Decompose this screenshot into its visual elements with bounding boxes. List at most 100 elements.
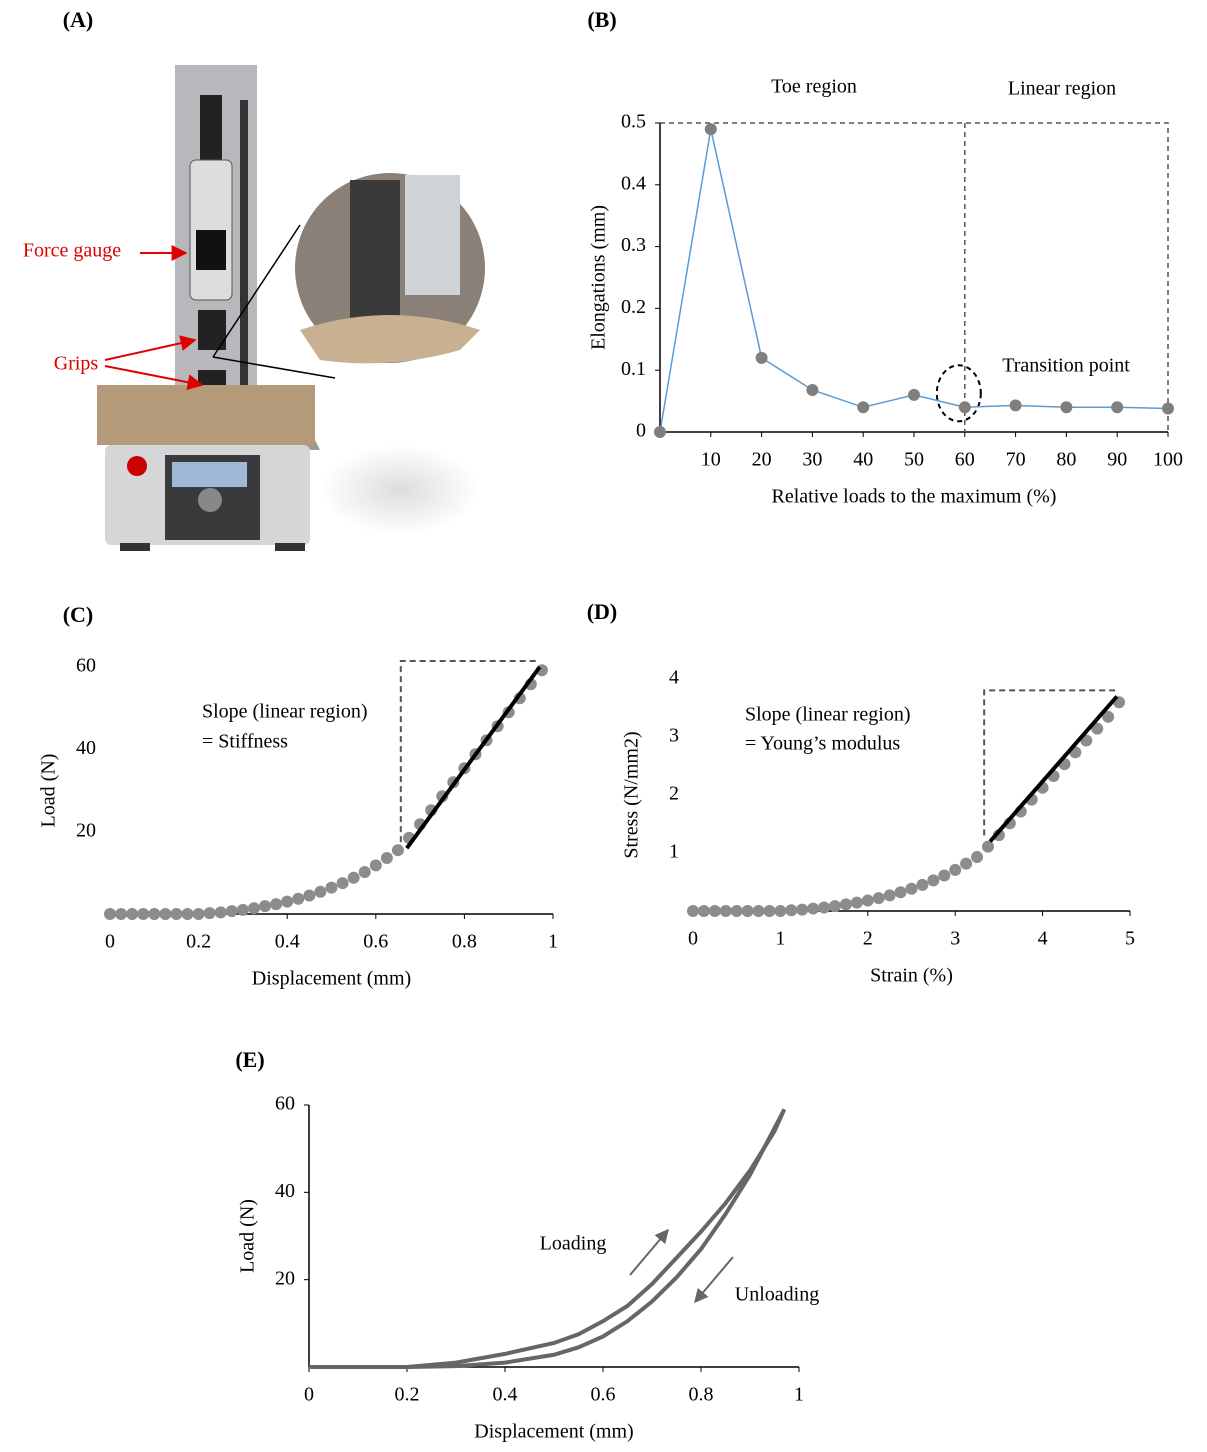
data-point [730, 905, 743, 917]
slope-triangle [399, 660, 540, 843]
x-tick-label: 10 [701, 449, 721, 471]
fit-line [988, 695, 1119, 843]
annotation: Transition point [1002, 355, 1130, 377]
x-tick-label: 0 [304, 1384, 314, 1406]
panel-label: (E) [235, 1047, 264, 1072]
x-tick-label: 2 [863, 928, 873, 950]
annotation: Slope (linear region) [745, 704, 911, 726]
x-tick-label: 60 [955, 449, 975, 471]
annotation: Toe region [771, 76, 857, 98]
y-tick-label: 4 [669, 667, 679, 689]
transition-circle [935, 364, 982, 423]
data-point [719, 905, 732, 917]
y-axis-title: Stress (N/mm2) [621, 731, 643, 858]
data-point [336, 877, 349, 890]
x-tick-label: 1 [794, 1384, 804, 1406]
x-tick-label: 0.2 [186, 931, 211, 953]
data-point [325, 881, 338, 894]
data-line [309, 1108, 787, 1369]
data-point [960, 857, 973, 870]
data-point [192, 908, 205, 920]
x-tick-label: 3 [950, 928, 960, 950]
y-axis-title: Elongations (mm) [588, 205, 610, 350]
x-tick-label: 50 [904, 449, 924, 471]
y-tick-label: 0.5 [621, 111, 646, 133]
data-point [785, 904, 798, 917]
panel-label: (C) [63, 602, 94, 627]
data-point [807, 902, 820, 915]
data-point [391, 844, 404, 857]
data-point [752, 905, 765, 917]
data-point [369, 859, 382, 872]
data-point [270, 898, 283, 911]
data-point [1091, 722, 1104, 735]
x-tick-label: 30 [802, 449, 822, 471]
data-point [704, 123, 717, 136]
data-point [708, 905, 721, 917]
data-point [181, 908, 194, 920]
data-point [314, 885, 327, 898]
series-label: Loading [540, 1233, 607, 1255]
x-tick-label: 40 [853, 449, 873, 471]
data-point [1162, 402, 1174, 415]
x-tick-label: 4 [1038, 928, 1048, 950]
data-point [303, 889, 316, 902]
data-point [971, 851, 984, 864]
data-point [1009, 399, 1022, 412]
data-point [137, 908, 150, 920]
data-point [247, 902, 260, 915]
x-tick-label: 0 [105, 931, 115, 953]
y-tick-label: 0 [636, 420, 646, 442]
x-tick-label: 100 [1153, 449, 1183, 471]
data-line [309, 1108, 787, 1369]
x-tick-label: 1 [548, 931, 558, 953]
data-point [850, 896, 863, 909]
x-tick-label: 5 [1125, 928, 1135, 950]
data-point [225, 905, 238, 918]
x-tick-label: 0.4 [493, 1384, 518, 1406]
x-axis-title: Strain (%) [870, 965, 953, 987]
data-point [927, 874, 940, 887]
data-point [1102, 710, 1115, 723]
data-point [1060, 401, 1073, 414]
region-box [660, 122, 1169, 432]
annotation: Linear region [1008, 78, 1116, 100]
data-point [755, 351, 768, 364]
annotation: Grips [54, 353, 99, 375]
data-point [697, 905, 710, 917]
annotation: = Stiffness [202, 731, 288, 753]
data-point [214, 906, 227, 919]
y-tick-label: 20 [76, 819, 96, 841]
data-point [281, 895, 294, 908]
data-point [170, 908, 183, 920]
data-point [347, 871, 360, 884]
y-tick-label: 60 [76, 655, 96, 677]
test-machine-photo [97, 65, 485, 551]
x-tick-label: 20 [752, 449, 772, 471]
series-label: Unloading [735, 1284, 819, 1306]
data-point [236, 903, 249, 916]
y-tick-label: 40 [275, 1180, 295, 1202]
data-point [763, 905, 776, 917]
data-point [203, 907, 216, 920]
data-point [148, 908, 161, 920]
y-tick-label: 0.2 [621, 296, 646, 318]
data-point [1111, 401, 1124, 414]
data-point [905, 882, 918, 895]
x-tick-label: 0 [688, 928, 698, 950]
data-point [741, 905, 754, 917]
data-line [659, 129, 1169, 433]
data-point [829, 900, 842, 913]
data-point [916, 878, 929, 891]
x-tick-label: 90 [1107, 449, 1127, 471]
annotation: Force gauge [23, 240, 121, 262]
data-point [861, 894, 874, 907]
data-point [908, 388, 920, 401]
data-point [654, 426, 666, 438]
panel-label: (A) [63, 7, 94, 32]
data-point [380, 852, 393, 865]
y-tick-label: 20 [275, 1267, 295, 1289]
x-tick-label: 80 [1056, 449, 1076, 471]
y-tick-label: 40 [76, 737, 96, 759]
